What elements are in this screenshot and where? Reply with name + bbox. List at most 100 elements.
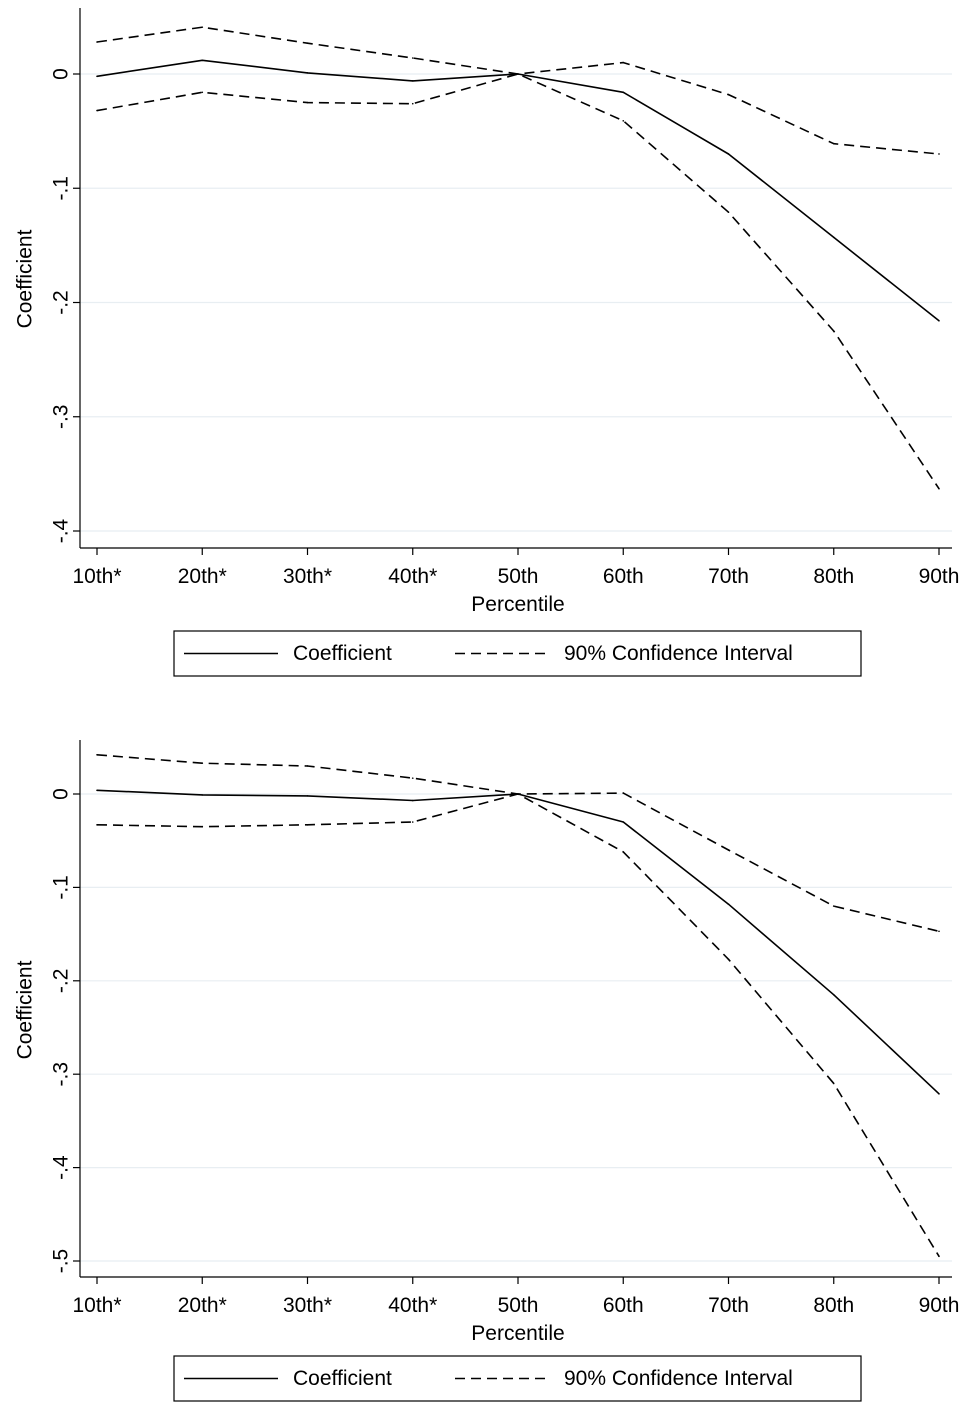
ci-lower-line <box>96 793 940 1257</box>
x-tick-label: 70th <box>708 565 749 588</box>
ci-upper-point <box>622 61 625 64</box>
ci-lower-point <box>201 825 204 828</box>
ci-upper-line <box>96 754 940 933</box>
y-tick-label: -.4 <box>50 1155 73 1180</box>
x-tick-label: 70th <box>708 1294 749 1317</box>
ci-upper-point <box>201 762 204 764</box>
x-tick-label: 40th* <box>388 565 437 588</box>
ci-upper-point <box>306 765 309 767</box>
coefficient-line <box>96 789 940 1095</box>
ci-lower-point <box>96 109 98 112</box>
coefficient-point <box>938 319 940 322</box>
coefficient-point <box>96 789 98 792</box>
coefficient-point <box>201 59 204 62</box>
x-tick-label: 90th <box>919 565 960 588</box>
ci-upper-point <box>938 930 940 933</box>
coefficient-point <box>727 903 730 906</box>
ci-lower-point <box>411 821 414 823</box>
x-axis-label: Percentile <box>471 593 564 616</box>
ci-upper-point <box>622 792 625 794</box>
ci-upper-point <box>727 849 730 851</box>
x-tick-label: 30th* <box>283 1294 332 1317</box>
chart-1: 0 -.1 -.2 -.3 -.4 Coefficient 10th* 20th* 30th* 4… <box>14 8 960 677</box>
ci-upper-line <box>96 26 940 155</box>
coefficient-point <box>411 799 414 802</box>
coefficient-point <box>306 72 309 74</box>
ci-upper-point <box>832 142 835 145</box>
coefficient-point <box>201 794 204 796</box>
x-axis-label: Percentile <box>471 1322 564 1345</box>
ci-upper-point <box>411 57 414 59</box>
x-tick-label: 20th* <box>178 565 227 588</box>
ci-upper-point <box>727 93 730 96</box>
ci-lower-point <box>306 101 309 104</box>
legend-label: 90% Confidence Interval <box>564 642 793 665</box>
ci-lower-point <box>517 73 519 75</box>
coefficient-point <box>727 153 730 155</box>
y-tick-label: -.2 <box>50 969 73 994</box>
chart-2: 0 -.1 -.2 -.3 -.4 -.5 Coefficient 10th* 20th* 30t… <box>14 740 960 1402</box>
coefficient-point <box>306 795 309 797</box>
y-tick-label: -.2 <box>50 290 73 315</box>
ci-upper-point <box>411 777 414 779</box>
y-tick-label: 0 <box>50 788 73 800</box>
legend-label: Coefficient <box>293 1367 392 1390</box>
y-axis-label: Coefficient <box>14 229 37 328</box>
coefficient-point <box>622 821 625 823</box>
ci-lower-point <box>727 211 730 214</box>
coefficient-point <box>96 75 98 78</box>
ci-lower-point <box>517 793 519 795</box>
ci-upper-point <box>832 905 835 907</box>
ci-lower-point <box>938 1255 940 1258</box>
legend: Coefficient 90% Confidence Interval <box>173 630 862 677</box>
coefficient-point <box>411 80 414 82</box>
x-tick-label: 60th <box>603 1294 644 1317</box>
legend: Coefficient 90% Confidence Interval <box>173 1355 862 1402</box>
y-tick-label: -.4 <box>50 518 73 543</box>
x-tick-label: 10th* <box>72 565 121 588</box>
ci-lower-point <box>832 1082 835 1085</box>
x-tick-label: 10th* <box>72 1294 121 1317</box>
ci-lower-point <box>622 851 625 853</box>
legend-box <box>173 630 862 677</box>
ci-lower-point <box>832 330 835 332</box>
ci-upper-point <box>96 41 98 43</box>
ci-lower-point <box>622 120 625 122</box>
legend-label: Coefficient <box>293 642 392 665</box>
x-tick-label: 50th <box>498 565 539 588</box>
ci-lower-point <box>938 487 940 490</box>
coefficient-point <box>938 1093 940 1095</box>
x-tick-label: 40th* <box>388 1294 437 1317</box>
coefficient-point <box>832 236 835 239</box>
x-tick-label: 20th* <box>178 1294 227 1317</box>
x-tick-label: 80th <box>813 565 854 588</box>
y-tick-label: -.1 <box>50 875 73 900</box>
ci-lower-point <box>96 824 98 826</box>
ci-lower-point <box>306 824 309 826</box>
x-tick-label: 50th <box>498 1294 539 1317</box>
legend-box <box>173 1355 862 1402</box>
ci-upper-point <box>306 42 309 44</box>
x-tick-label: 30th* <box>283 565 332 588</box>
ci-lower-line <box>96 73 940 490</box>
coefficient-point <box>622 91 625 94</box>
ci-lower-point <box>411 102 414 105</box>
coefficient-point <box>832 994 835 996</box>
ci-lower-point <box>727 958 730 961</box>
y-tick-label: -.3 <box>50 1062 73 1087</box>
y-tick-label: -.1 <box>50 176 73 201</box>
y-tick-label: -.3 <box>50 404 73 429</box>
ci-upper-point <box>201 26 204 28</box>
y-tick-label: -.5 <box>50 1249 73 1274</box>
ci-upper-point <box>938 153 940 155</box>
y-axis-label: Coefficient <box>14 960 37 1059</box>
ci-lower-point <box>201 91 204 94</box>
ci-upper-point <box>96 753 98 756</box>
x-tick-label: 80th <box>813 1294 854 1317</box>
y-tick-label: 0 <box>50 68 73 80</box>
coefficient-line <box>96 59 940 322</box>
x-tick-label: 90th <box>919 1294 960 1317</box>
legend-label: 90% Confidence Interval <box>564 1367 793 1390</box>
x-tick-label: 60th <box>603 565 644 588</box>
